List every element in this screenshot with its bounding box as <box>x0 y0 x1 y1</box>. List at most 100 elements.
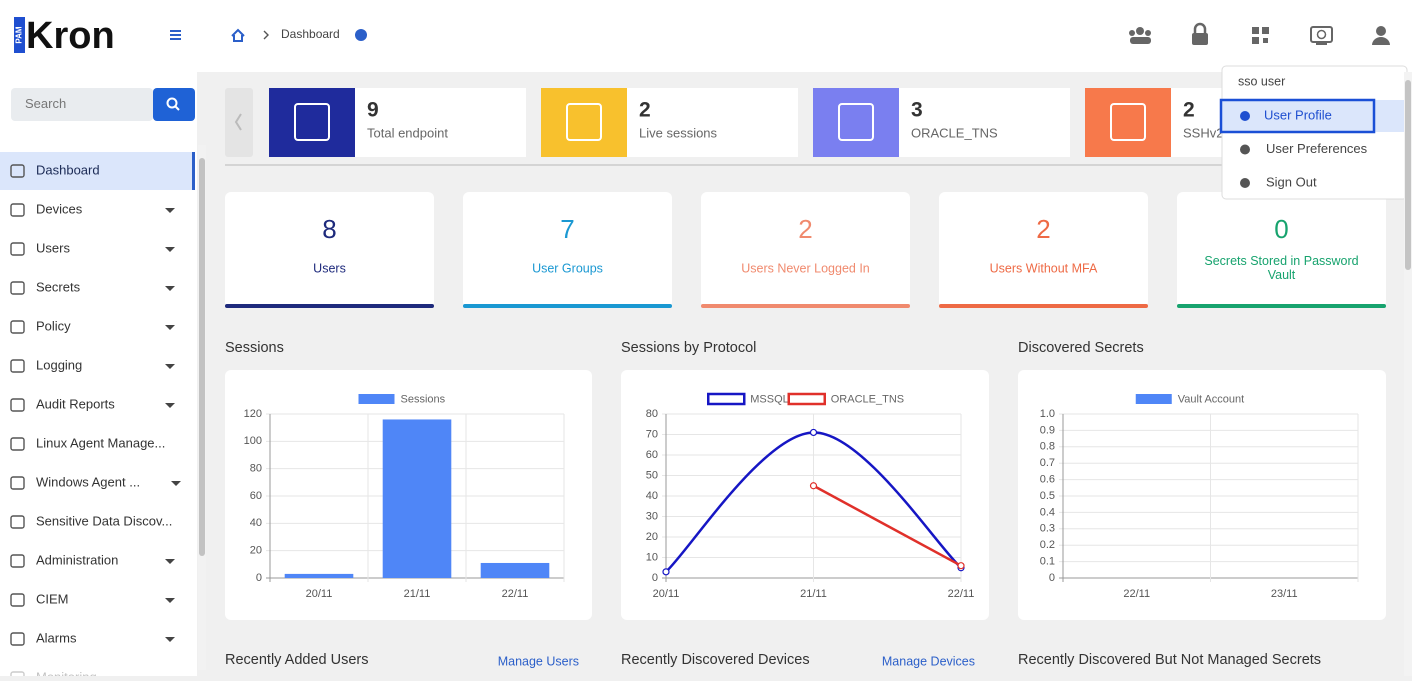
sidebar-caret <box>165 559 175 564</box>
user-menu-focus <box>1219 98 1376 134</box>
user-menu-active <box>1222 100 1407 132</box>
summary-card-border <box>939 304 1148 308</box>
summary-card <box>463 192 672 308</box>
bar <box>284 573 354 578</box>
y-tick-label: 20 <box>646 531 658 543</box>
section-title: Sessions by Protocol <box>621 340 756 356</box>
manage-link[interactable]: Manage Devices <box>882 654 975 668</box>
y-tick-label: 60 <box>250 490 262 502</box>
logo-badge <box>14 17 25 53</box>
sidebar-item[interactable]: CIEM <box>36 591 69 606</box>
profile-icon[interactable] <box>1372 26 1390 45</box>
sidebar-item[interactable]: Administration <box>36 552 118 567</box>
search-button[interactable] <box>153 88 195 121</box>
y-tick-label: 0 <box>256 572 262 584</box>
section-title: Recently Discovered Devices <box>621 652 810 668</box>
line <box>812 484 962 567</box>
stat-icon <box>566 103 602 141</box>
sidebar-item[interactable]: Audit Reports <box>36 396 115 411</box>
sidebar-item[interactable]: Dashboard <box>36 162 100 177</box>
user-menu-item[interactable]: Sign Out <box>1266 174 1317 189</box>
sidebar-item[interactable]: Secrets <box>36 279 81 294</box>
scroll-thumb <box>199 158 205 556</box>
sidebar-item[interactable]: Alarms <box>36 630 77 645</box>
qr-icon[interactable] <box>1252 27 1269 44</box>
menu-toggle[interactable] <box>170 30 181 40</box>
sidebar-item[interactable]: Linux Agent Manage... <box>36 435 165 450</box>
y-tick-label: 60 <box>646 449 658 461</box>
home-icon[interactable] <box>231 28 245 42</box>
sidebar-icon <box>10 281 25 295</box>
content: Dashboard Devices Users Secrets Policy Loggin… <box>0 88 1386 681</box>
summary-value: 8 <box>322 214 336 244</box>
stat-label: SSHv2 <box>1183 125 1223 140</box>
logo-name: Kron <box>26 15 115 57</box>
legend-swatch <box>707 392 746 406</box>
page-scroll-thumb <box>1405 80 1411 270</box>
search-input[interactable] <box>11 88 153 121</box>
x-tick-label: 22/11 <box>1123 588 1150 600</box>
sidebar-item[interactable]: Policy <box>36 318 71 333</box>
sidebar-caret <box>165 637 175 642</box>
breadcrumb-current: Dashboard <box>281 27 340 41</box>
stat-icon-bg <box>1085 88 1171 157</box>
section-title: Recently Added Users <box>225 652 368 668</box>
header <box>0 0 1412 72</box>
sidebar-caret <box>165 208 175 213</box>
user-menu-icon <box>1240 144 1250 155</box>
point <box>809 482 818 490</box>
chart-panel <box>621 370 989 620</box>
screen-icon[interactable] <box>1310 26 1333 45</box>
sidebar-item[interactable]: Users <box>36 240 70 255</box>
y-tick-label: 20 <box>250 545 262 557</box>
stat-value: 2 <box>1183 99 1195 122</box>
search-icon-handle <box>174 105 180 111</box>
sidebar-icon <box>10 320 25 334</box>
user-menu-icon <box>1240 178 1250 188</box>
lock-icon[interactable] <box>1192 22 1208 45</box>
x-tick-label: 20/11 <box>306 588 333 600</box>
summary-label: Users <box>313 261 346 275</box>
legend-swatch <box>358 394 395 404</box>
y-tick-label: 100 <box>244 435 262 447</box>
x-tick-label: 20/11 <box>653 588 680 600</box>
sidebar-item[interactable]: Sensitive Data Discov... <box>36 513 172 528</box>
user-menu: sso user User Profile User Preferences Sign… <box>1219 65 1412 676</box>
summary-label: User Groups <box>532 261 603 275</box>
summary-card <box>225 192 434 308</box>
user-menu-icon <box>1240 111 1250 121</box>
y-tick-label: 120 <box>244 408 262 420</box>
stat-icon-bg <box>541 88 627 157</box>
summary-card <box>939 192 1148 308</box>
users-icon[interactable] <box>1129 27 1151 44</box>
sidebar-item[interactable]: Devices <box>36 201 83 216</box>
y-tick-label: 30 <box>646 510 658 522</box>
sidebar-caret <box>165 598 175 603</box>
y-tick-label: 0.9 <box>1040 424 1055 436</box>
stat-label: Live sessions <box>639 125 718 140</box>
stat-value: 3 <box>911 99 923 122</box>
y-tick-label: 80 <box>250 463 262 475</box>
carousel-prev-arrow <box>234 113 242 131</box>
stat-icon-bg <box>269 88 355 157</box>
manage-link[interactable]: Manage Users <box>498 654 579 668</box>
sidebar-item[interactable]: Windows Agent ... <box>36 474 140 489</box>
sidebar-active-bar <box>192 152 195 190</box>
y-tick-label: 80 <box>646 408 658 420</box>
sidebar-item[interactable]: Logging <box>36 357 82 372</box>
y-tick-label: 0.6 <box>1040 474 1055 486</box>
sidebar-icon <box>10 242 25 256</box>
y-tick-label: 0.5 <box>1040 490 1055 502</box>
summary-card <box>701 192 910 308</box>
carousel-prev[interactable] <box>225 88 253 157</box>
bar <box>480 562 550 578</box>
sidebar-caret <box>165 286 175 291</box>
user-menu-item[interactable]: User Profile <box>1264 107 1332 122</box>
help-icon[interactable] <box>355 29 367 41</box>
user-menu-item[interactable]: User Preferences <box>1266 141 1368 156</box>
stat-icon <box>294 103 330 141</box>
sidebar-caret <box>165 247 175 252</box>
logo-badge-text: PAM <box>15 26 24 44</box>
sidebar-icon <box>10 203 25 217</box>
